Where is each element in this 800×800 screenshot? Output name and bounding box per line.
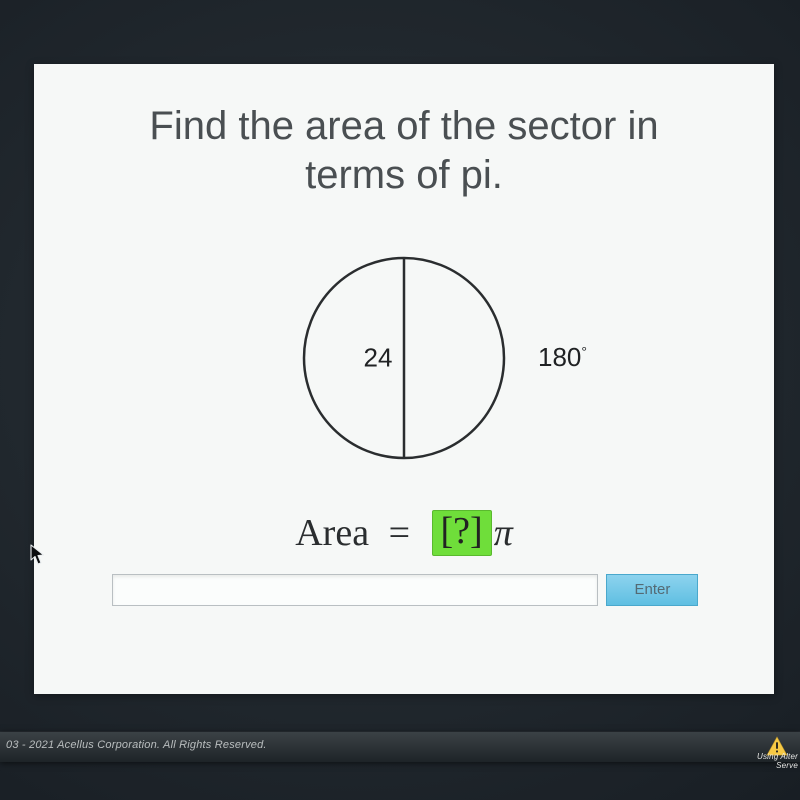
pi-symbol: π [494,512,513,554]
warning-label-2: Serve [776,761,798,770]
angle-label: 180° [538,342,587,373]
warning-label: Using Alter Serve [757,753,798,770]
area-prefix: Area [295,512,369,554]
sector-figure: 24 180° [34,254,774,484]
blank-placeholder: ? [453,510,470,552]
monitor-screen: Find the area of the sector in terms of … [0,0,800,800]
equals-sign: = [389,512,410,554]
copyright-text: 03 - 2021 Acellus Corporation. All Right… [6,739,267,751]
question-card: Find the area of the sector in terms of … [34,64,774,694]
angle-value: 180 [538,342,581,372]
question-title: Find the area of the sector in terms of … [34,102,774,200]
answer-input[interactable] [112,574,598,606]
circle-svg [300,254,508,462]
diameter-label: 24 [364,343,393,374]
circle-diagram: 24 [300,254,508,462]
title-line-2: terms of pi. [305,153,503,197]
answer-blank[interactable]: [?] [432,510,492,556]
area-equation: Area = [?]π [34,510,774,556]
footer-bar: 03 - 2021 Acellus Corporation. All Right… [0,732,800,762]
title-line-1: Find the area of the sector in [149,104,658,148]
enter-button[interactable]: Enter [606,574,698,606]
degree-symbol: ° [581,343,587,359]
answer-input-row: Enter [112,574,702,610]
